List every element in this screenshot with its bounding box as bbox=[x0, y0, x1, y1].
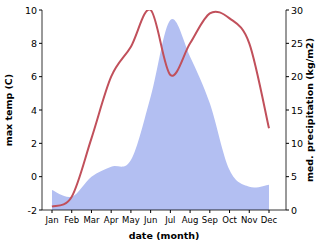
x-tick-label: Jun bbox=[143, 215, 157, 225]
x-tick-label: Oct bbox=[222, 215, 237, 225]
x-tick bbox=[52, 210, 53, 213]
x-tick bbox=[150, 210, 151, 213]
y2-tick bbox=[286, 176, 289, 177]
y-tick-label: 4 bbox=[31, 105, 37, 116]
y2-tick-label: 15 bbox=[291, 105, 303, 116]
y2-tick bbox=[286, 143, 289, 144]
x-tick bbox=[130, 210, 131, 213]
x-tick-label: Feb bbox=[64, 215, 79, 225]
y-tick bbox=[39, 10, 42, 11]
x-tick bbox=[209, 210, 210, 213]
y2-tick bbox=[286, 76, 289, 77]
x-tick-label: Jan bbox=[44, 215, 58, 225]
x-tick bbox=[91, 210, 92, 213]
y-tick bbox=[39, 176, 42, 177]
y-tick-label: 8 bbox=[31, 38, 37, 49]
x-tick-label: Sep bbox=[202, 215, 218, 225]
y2-tick-label: 0 bbox=[291, 205, 297, 216]
chart: -2 0 2 4 6 8 10 0 5 10 15 20 25 30 Jan Feb Mar AprMayJun J… bbox=[0, 0, 320, 247]
x-tick-label: Jul bbox=[164, 215, 175, 225]
y-label: max temp (C) bbox=[3, 74, 14, 146]
x-tick bbox=[71, 210, 72, 213]
x-tick-label: Dec bbox=[261, 215, 278, 225]
y-tick-label: 10 bbox=[25, 5, 37, 16]
y-tick bbox=[39, 76, 42, 77]
y2-tick bbox=[286, 110, 289, 111]
y2-tick bbox=[286, 43, 289, 44]
y-tick-label: 6 bbox=[31, 71, 37, 82]
y2-tick-label: 30 bbox=[291, 5, 303, 16]
x-tick bbox=[249, 210, 250, 213]
x-tick-label: Nov bbox=[241, 215, 258, 225]
x-tick-label: Apr bbox=[104, 215, 119, 225]
x-tick-label: Mar bbox=[83, 215, 100, 225]
y2-tick-label: 10 bbox=[291, 138, 303, 149]
x-label: date (month) bbox=[129, 230, 200, 241]
x-tick bbox=[170, 210, 171, 213]
temp-line bbox=[52, 10, 269, 207]
y2-tick-label: 25 bbox=[291, 38, 303, 49]
y-tick bbox=[39, 210, 42, 211]
precip-area bbox=[52, 19, 269, 210]
plot-area bbox=[52, 10, 269, 210]
y2-tick bbox=[286, 210, 289, 211]
y-tick bbox=[39, 110, 42, 111]
x-tick bbox=[111, 210, 112, 213]
x-tick bbox=[229, 210, 230, 213]
y-tick bbox=[39, 143, 42, 144]
y-tick bbox=[39, 43, 42, 44]
y2-label: med. precipitation (kg/m2) bbox=[304, 38, 315, 182]
y2-tick-label: 20 bbox=[291, 71, 303, 82]
y2-tick-label: 5 bbox=[291, 171, 297, 182]
x-tick bbox=[190, 210, 191, 213]
y2-tick bbox=[286, 10, 289, 11]
x-tick bbox=[269, 210, 270, 213]
x-tick-label: Aug bbox=[182, 215, 199, 225]
y-tick-label: 2 bbox=[31, 138, 37, 149]
x-tick-label: May bbox=[122, 215, 140, 225]
y-tick-label: 0 bbox=[31, 171, 37, 182]
y-tick-label: -2 bbox=[28, 205, 37, 216]
